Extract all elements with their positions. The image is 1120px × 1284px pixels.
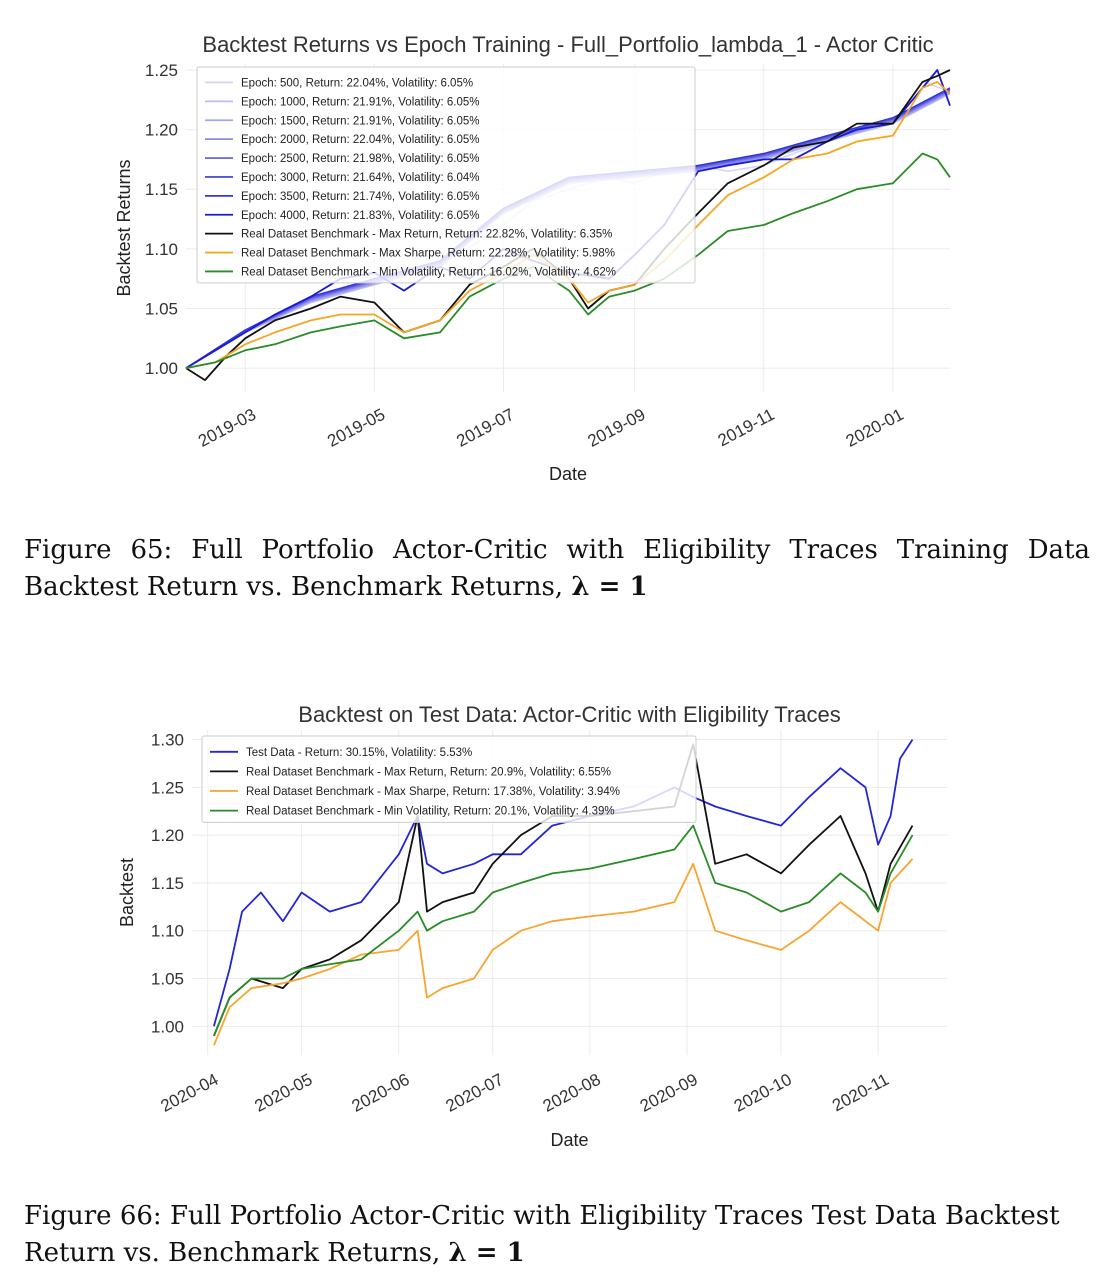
legend-entry: Epoch: 4000, Return: 21.83%, Volatility:… <box>241 210 479 222</box>
series-line-0 <box>213 739 914 1027</box>
y-tick-label: 1.15 <box>151 874 184 893</box>
caption-prefix: Figure 66: <box>24 1201 162 1231</box>
x-tick-label: 2020-06 <box>349 1070 413 1116</box>
y-tick-label: 1.25 <box>151 778 184 797</box>
y-tick-label: 1.05 <box>145 300 178 319</box>
legend-entry: Real Dataset Benchmark - Max Sharpe, Ret… <box>241 248 615 260</box>
chart-title: Backtest on Test Data: Actor-Critic with… <box>298 702 840 727</box>
caption-math: λ = 1 <box>448 1238 525 1268</box>
caption-text: Full Portfolio Actor-Critic with Eligibi… <box>24 535 1091 602</box>
training-backtest-chart: Backtest Returns vs Epoch Training - Ful… <box>114 32 951 484</box>
series-line-9 <box>185 81 951 369</box>
x-tick-label: 2019-07 <box>453 405 517 451</box>
figure-66-chart: Backtest on Test Data: Actor-Critic with… <box>0 690 1120 1160</box>
y-tick-label: 1.10 <box>145 240 178 259</box>
legend-entry: Real Dataset Benchmark - Min Volatility,… <box>241 266 616 278</box>
y-tick-label: 1.15 <box>145 180 178 199</box>
test-backtest-chart: Backtest on Test Data: Actor-Critic with… <box>117 702 947 1150</box>
series-line-1 <box>213 743 914 1037</box>
legend-entry: Epoch: 1000, Return: 21.91%, Volatility:… <box>241 96 479 108</box>
y-axis-label: Backtest <box>117 858 137 927</box>
x-tick-label: 2020-10 <box>731 1070 795 1116</box>
legend-entry: Epoch: 3500, Return: 21.74%, Volatility:… <box>241 191 479 203</box>
legend-entry: Real Dataset Benchmark - Max Return, Ret… <box>241 229 612 241</box>
legend-entry: Real Dataset Benchmark - Max Sharpe, Ret… <box>246 786 620 798</box>
caption-text: Full Portfolio Actor-Critic with Eligibi… <box>24 1201 1060 1268</box>
y-tick-label: 1.25 <box>145 61 178 80</box>
x-tick-label: 2020-11 <box>829 1070 892 1115</box>
legend-entry: Epoch: 2500, Return: 21.98%, Volatility:… <box>241 153 479 165</box>
caption-math: λ = 1 <box>571 572 648 602</box>
y-tick-label: 1.00 <box>151 1017 184 1036</box>
x-tick-label: 2020-09 <box>637 1070 701 1116</box>
series-line-8 <box>185 69 951 382</box>
chart-title: Backtest Returns vs Epoch Training - Ful… <box>202 32 933 57</box>
legend-box <box>196 66 696 284</box>
legend-box <box>201 735 697 823</box>
legend-entry: Epoch: 500, Return: 22.04%, Volatility: … <box>241 77 473 89</box>
figure-65-caption: Figure 65: Full Portfolio Actor-Critic w… <box>24 532 1090 606</box>
x-tick-label: 2019-03 <box>195 405 259 451</box>
legend-entry: Real Dataset Benchmark - Min Volatility,… <box>246 806 615 818</box>
x-tick-label: 2020-08 <box>540 1070 604 1116</box>
x-axis-label: Date <box>549 464 587 484</box>
x-axis-label: Date <box>550 1130 588 1150</box>
y-tick-label: 1.00 <box>145 359 178 378</box>
x-tick-label: 2020-05 <box>252 1070 316 1116</box>
caption-prefix: Figure 65: <box>24 535 173 565</box>
legend: Epoch: 500, Return: 22.04%, Volatility: … <box>196 66 696 284</box>
series-line-3 <box>213 824 914 1037</box>
figure-66-caption: Figure 66: Full Portfolio Actor-Critic w… <box>24 1198 1090 1272</box>
legend-entry: Real Dataset Benchmark - Max Return, Ret… <box>246 766 611 778</box>
y-tick-label: 1.10 <box>151 922 184 941</box>
series-line-10 <box>185 152 951 369</box>
legend-entry: Epoch: 1500, Return: 21.91%, Volatility:… <box>241 115 479 127</box>
x-tick-label: 2020-01 <box>843 405 907 451</box>
figure-65-chart: Backtest Returns vs Epoch Training - Ful… <box>0 0 1120 500</box>
y-tick-label: 1.30 <box>151 731 184 750</box>
y-axis-label: Backtest Returns <box>114 159 134 296</box>
legend-entry: Epoch: 2000, Return: 22.04%, Volatility:… <box>241 134 479 146</box>
legend-entry: Epoch: 3000, Return: 21.64%, Volatility:… <box>241 172 479 184</box>
y-tick-label: 1.20 <box>145 121 178 140</box>
series-line-2 <box>213 858 914 1046</box>
x-tick-label: 2020-04 <box>158 1070 222 1116</box>
x-tick-label: 2019-09 <box>585 405 649 451</box>
x-tick-label: 2019-11 <box>715 405 778 450</box>
x-tick-label: 2019-05 <box>324 405 388 451</box>
x-tick-label: 2020-07 <box>443 1070 507 1116</box>
legend: Test Data - Return: 30.15%, Volatility: … <box>201 735 697 823</box>
legend-entry: Test Data - Return: 30.15%, Volatility: … <box>246 747 472 759</box>
y-tick-label: 1.20 <box>151 826 184 845</box>
y-tick-label: 1.05 <box>151 970 184 989</box>
